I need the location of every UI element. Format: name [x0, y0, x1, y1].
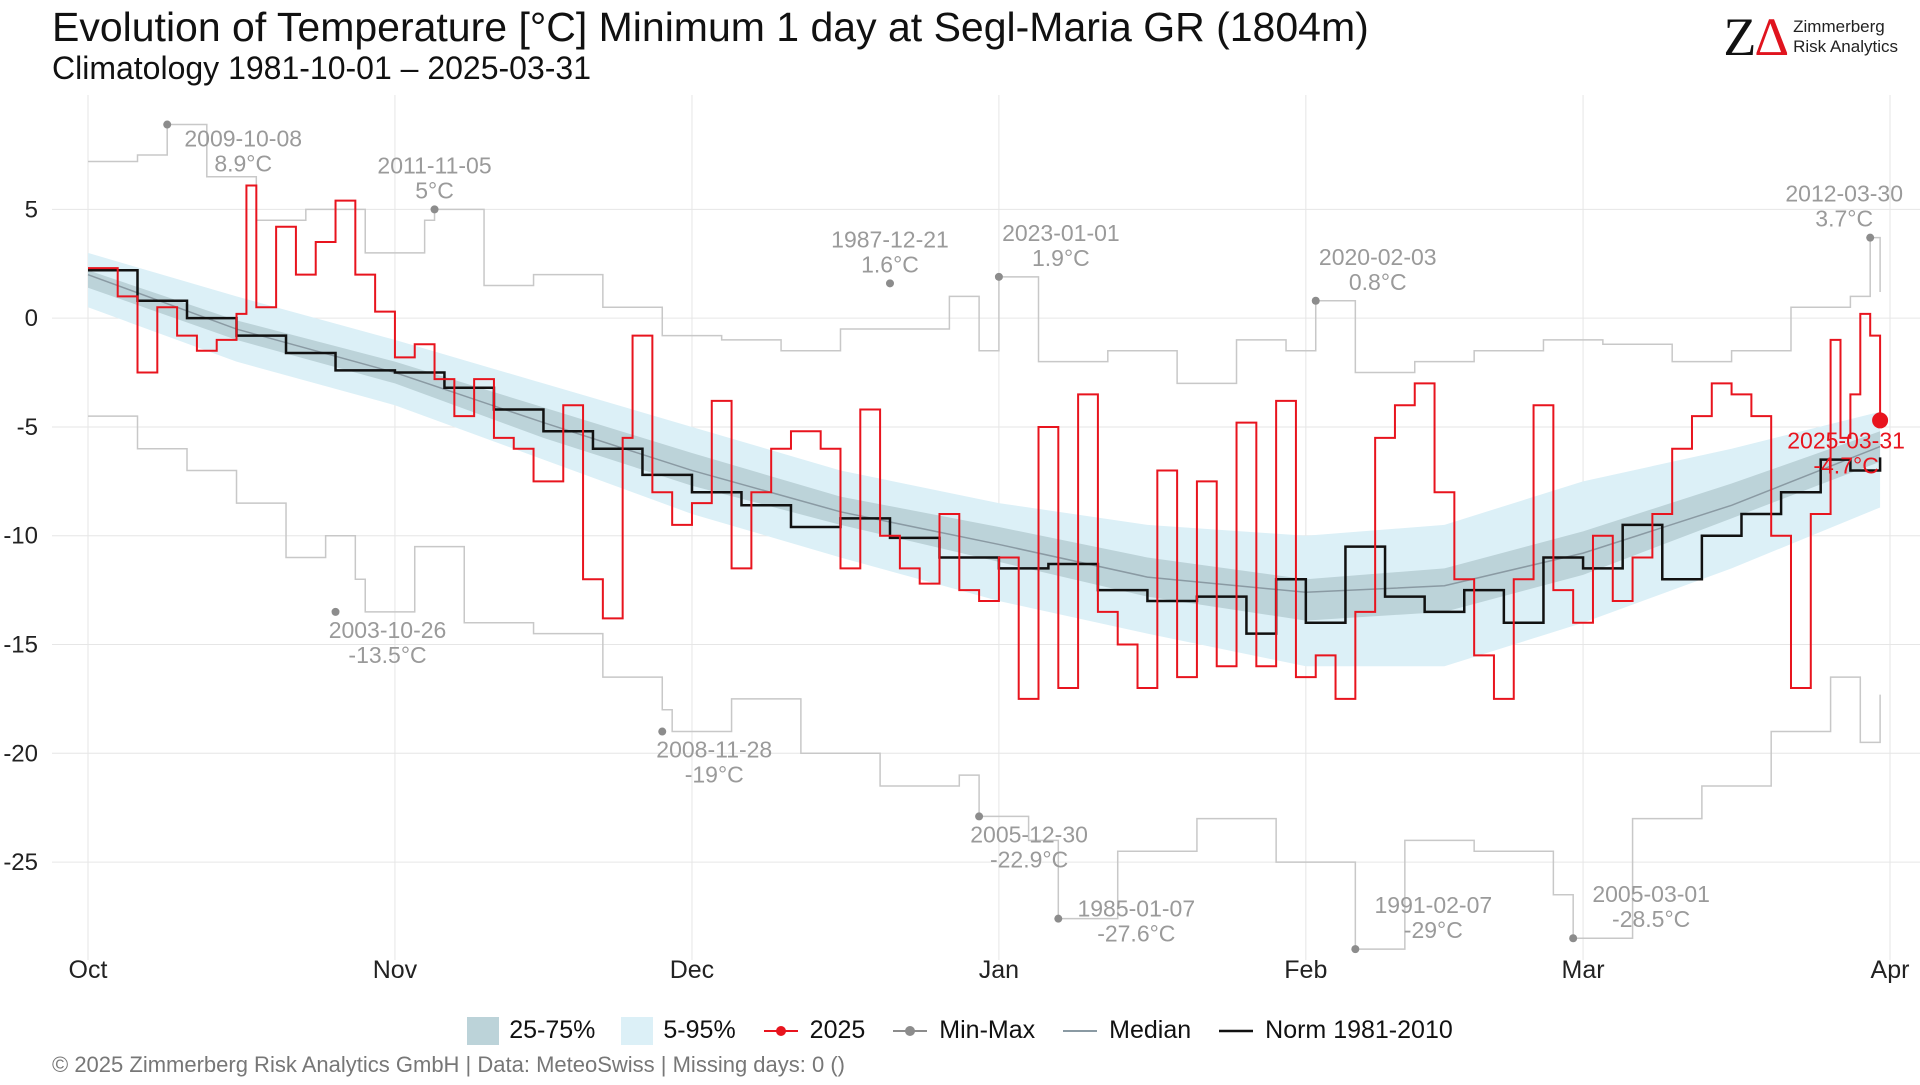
legend-median-label: Median: [1109, 1016, 1192, 1044]
x-tick-label: Apr: [1871, 956, 1910, 984]
x-tick-label: Feb: [1284, 956, 1327, 984]
annotation-value: -27.6°C: [1097, 921, 1175, 947]
legend-norm-marker: [1219, 1029, 1254, 1032]
current-2025-line: [88, 184, 1882, 700]
annotation-point: [975, 812, 984, 821]
legend-minmax-label: Min-Max: [939, 1016, 1036, 1044]
y-tick-label: -20: [3, 740, 38, 767]
annotation-date: 2003-10-26: [329, 617, 447, 643]
min-series-line: [88, 415, 1881, 950]
x-tick-label: Dec: [670, 956, 714, 984]
legend-norm-label: Norm 1981-2010: [1265, 1016, 1453, 1044]
logo-mark: ZΔ: [1723, 7, 1789, 67]
annotation-value: 0.8°C: [1349, 269, 1407, 295]
x-tick-label: Mar: [1562, 956, 1605, 984]
legend-p5-95-label: 5-95%: [663, 1016, 736, 1044]
legend-iqr-label: 25-75%: [509, 1016, 596, 1044]
band-5-95: [88, 252, 1881, 667]
x-tick-label: Jan: [979, 956, 1019, 984]
y-tick-label: 5: [25, 196, 38, 223]
annotation-point: [1311, 296, 1320, 305]
y-tick-label: 0: [25, 305, 38, 332]
annotation-point: [885, 279, 894, 288]
current-last-point: [1872, 412, 1889, 429]
x-axis-labels: Oct Nov Dec Jan Feb Mar Apr: [69, 956, 1910, 984]
annotation-date: 2005-12-30: [970, 821, 1088, 847]
annotation-point: [163, 120, 172, 129]
footer-credit: © 2025 Zimmerberg Risk Analytics GmbH | …: [52, 1052, 845, 1077]
chart-subtitle: Climatology 1981-10-01 – 2025-03-31: [52, 50, 592, 86]
legend-minmax: Min-Max: [891, 1016, 1035, 1045]
y-tick-label: -15: [3, 632, 38, 659]
annotation-date: 2020-02-03: [1319, 244, 1437, 270]
annotation-date: 2025-03-31: [1787, 427, 1905, 453]
annotation-point: [430, 205, 439, 214]
annotation-point: [994, 272, 1003, 281]
annotation-value: 1.6°C: [861, 251, 919, 277]
x-tick-label: Nov: [373, 956, 418, 984]
annotation-point: [658, 727, 667, 736]
annotation-date: 1987-12-21: [831, 226, 949, 252]
legend-median: Median: [1061, 1016, 1191, 1045]
annotation-value: 8.9°C: [214, 151, 272, 177]
annotation-value: -28.5°C: [1612, 906, 1690, 932]
annotation-value: -13.5°C: [348, 642, 426, 668]
band-25-75: [88, 270, 1881, 621]
x-tick-label: Oct: [69, 956, 108, 984]
logo-z: Z: [1723, 7, 1756, 67]
annotation-date: 2005-03-01: [1592, 881, 1710, 907]
legend-current-label: 2025: [809, 1016, 866, 1044]
annotation-point: [1054, 914, 1063, 923]
annotation-value: -22.9°C: [990, 846, 1068, 872]
y-tick-label: -10: [3, 523, 38, 550]
annotation-date: 2023-01-01: [1002, 220, 1120, 246]
logo-text: Zimmerberg Risk Analytics: [1793, 17, 1898, 57]
annotation-date: 2009-10-08: [184, 126, 302, 152]
annotation-date: 2008-11-28: [656, 737, 772, 763]
legend: 25-75% 5-95% 2025 Min-Max Median Norm 19…: [0, 1016, 1920, 1045]
legend-iqr: 25-75%: [467, 1016, 595, 1045]
annotation-value: -19°C: [685, 762, 744, 788]
max-series-line: [88, 123, 1881, 385]
logo-line2: Risk Analytics: [1793, 37, 1898, 56]
extreme-annotations: 2009-10-088.9°C 2011-11-055°C1987-12-211.…: [163, 120, 1905, 954]
annotation-point: [1569, 934, 1578, 943]
company-logo: ZΔ Zimmerberg Risk Analytics: [1723, 10, 1898, 64]
annotation-point: [1866, 233, 1875, 242]
annotation-value: -29°C: [1404, 917, 1463, 943]
legend-minmax-marker: [893, 1025, 928, 1036]
annotation-date: 2011-11-05: [377, 152, 491, 178]
legend-p5-95: 5-95%: [621, 1016, 736, 1045]
y-tick-label: -5: [17, 414, 38, 441]
annotation-date: 1991-02-07: [1375, 892, 1493, 918]
legend-current: 2025: [762, 1016, 866, 1045]
chart-title: Evolution of Temperature [°C] Minimum 1 …: [52, 4, 1369, 50]
annotation-value: 3.7°C: [1815, 206, 1873, 232]
annotation-value: -4.7°C: [1813, 452, 1878, 478]
annotation-point: [331, 607, 340, 616]
legend-p5-95-swatch: [621, 1016, 654, 1045]
logo-delta: Δ: [1754, 7, 1789, 67]
annotation-point: [1351, 945, 1360, 954]
logo-line1: Zimmerberg: [1793, 17, 1885, 36]
annotation-value: 1.9°C: [1032, 245, 1090, 271]
annotation-date: 2012-03-30: [1785, 181, 1903, 207]
legend-iqr-swatch: [467, 1016, 500, 1045]
annotation-date: 1985-01-07: [1077, 896, 1195, 922]
legend-current-marker: [763, 1025, 798, 1036]
y-tick-label: -25: [3, 849, 38, 876]
y-axis-labels: 5 0 -5 -10 -15 -20 -25: [3, 196, 38, 876]
legend-median-marker: [1063, 1029, 1098, 1032]
annotation-value: 5°C: [415, 177, 454, 203]
legend-norm: Norm 1981-2010: [1217, 1016, 1453, 1045]
